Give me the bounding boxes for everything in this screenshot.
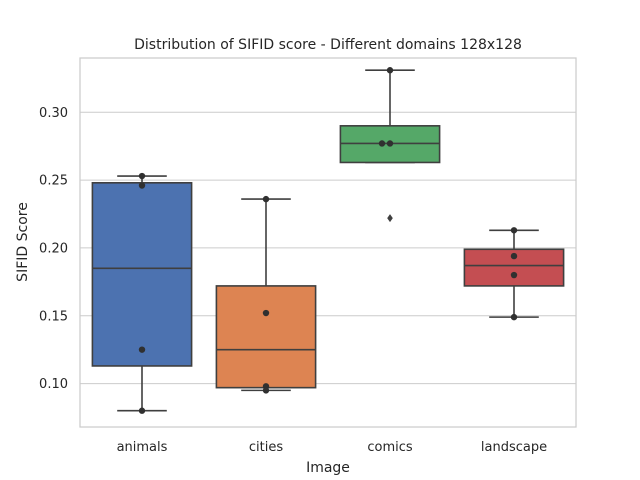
data-point bbox=[262, 195, 270, 203]
y-tick-label: 0.10 bbox=[39, 377, 68, 392]
data-point bbox=[510, 227, 518, 234]
y-tick-label: 0.15 bbox=[39, 309, 68, 324]
y-tick-label: 0.25 bbox=[39, 174, 68, 189]
boxes-layer bbox=[91, 69, 565, 412]
x-tick-label: animals bbox=[117, 440, 168, 455]
y-axis-label: SIFID Score bbox=[15, 202, 31, 282]
data-point bbox=[138, 182, 146, 189]
data-point bbox=[138, 172, 146, 180]
data-point bbox=[510, 313, 518, 321]
y-tick-label: 0.20 bbox=[39, 241, 68, 256]
data-point bbox=[262, 309, 270, 317]
x-tick-label: comics bbox=[367, 440, 413, 455]
data-point bbox=[510, 252, 518, 260]
box-animals bbox=[91, 175, 193, 412]
x-tick-labels: animals cities comics landscape bbox=[117, 440, 548, 455]
box-cities bbox=[215, 198, 317, 392]
y-tick-label: 0.30 bbox=[39, 106, 68, 121]
data-point bbox=[510, 271, 518, 279]
data-point bbox=[378, 140, 386, 147]
y-tick-labels: 0.10 0.15 0.20 0.25 0.30 bbox=[39, 106, 68, 392]
data-point bbox=[138, 407, 146, 414]
iqr-box bbox=[91, 182, 193, 367]
data-point bbox=[262, 387, 270, 394]
data-point bbox=[386, 140, 394, 147]
chart-title: Distribution of SIFID score - Different … bbox=[134, 37, 522, 53]
plot-frame bbox=[79, 57, 577, 428]
data-point bbox=[386, 67, 394, 74]
points-layer bbox=[138, 67, 518, 414]
outlier-marker bbox=[387, 214, 393, 223]
iqr-box bbox=[215, 285, 317, 389]
x-tick-label: cities bbox=[249, 440, 283, 455]
data-point bbox=[138, 346, 146, 353]
x-tick-label: landscape bbox=[481, 440, 547, 455]
x-axis-label: Image bbox=[306, 460, 350, 476]
